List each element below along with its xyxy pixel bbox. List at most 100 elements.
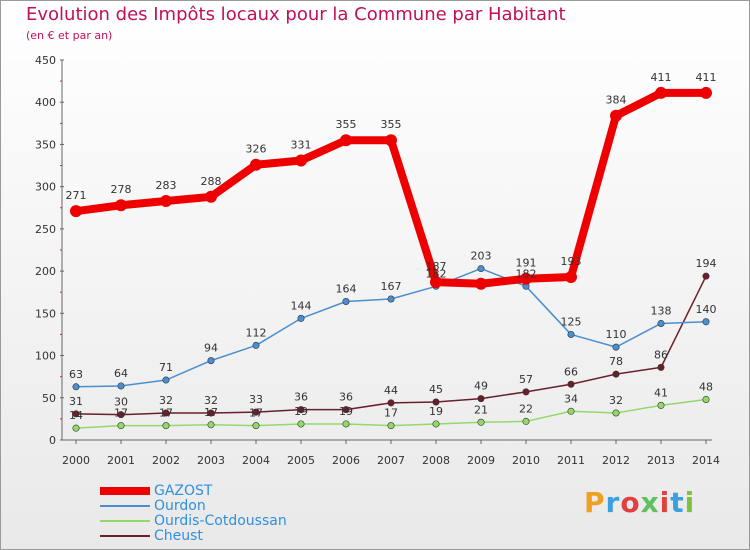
proxiti-logo: Proxiti (584, 486, 695, 519)
data-point-cheust (72, 410, 80, 418)
y-tick-label: 200 (35, 265, 56, 278)
data-point-ourdis-cotdoussan (702, 395, 710, 403)
data-point-gazost (340, 134, 352, 147)
data-label-gazost: 278 (111, 183, 132, 196)
data-point-ourdis-cotdoussan (657, 401, 665, 409)
data-point-ourdon (657, 319, 665, 327)
logo-letter: x (640, 486, 660, 519)
x-tick-label: 2008 (422, 454, 450, 467)
data-label-ourdon: 71 (159, 361, 173, 374)
data-point-ourdis-cotdoussan (387, 422, 395, 430)
data-point-ourdis-cotdoussan (162, 422, 170, 430)
y-tick-label: 300 (35, 181, 56, 194)
data-label-cheust: 57 (519, 373, 533, 386)
data-label-cheust: 86 (654, 348, 668, 361)
data-label-ourdon: 164 (336, 283, 357, 296)
data-label-ourdis-cotdoussan: 41 (654, 386, 668, 399)
data-point-cheust (252, 408, 260, 416)
data-label-ourdis-cotdoussan: 48 (699, 380, 713, 393)
x-tick-label: 2001 (107, 454, 135, 467)
data-point-ourdon (342, 298, 350, 306)
legend-label-cheust: Cheust (154, 528, 203, 544)
data-point-gazost (250, 158, 262, 171)
data-label-gazost: 288 (201, 175, 222, 188)
data-label-gazost: 355 (381, 118, 402, 131)
data-point-cheust (522, 388, 530, 396)
data-label-ourdis-cotdoussan: 22 (519, 402, 533, 415)
data-point-gazost (475, 277, 487, 290)
legend-swatch-ourdis-cotdoussan (100, 520, 150, 522)
data-label-gazost: 271 (66, 189, 87, 202)
data-label-ourdon: 94 (204, 342, 218, 355)
data-point-ourdis-cotdoussan (432, 420, 440, 428)
data-point-gazost (430, 276, 442, 289)
data-point-cheust (477, 395, 485, 403)
logo-letter: o (620, 486, 641, 519)
data-label-ourdis-cotdoussan: 32 (609, 394, 623, 407)
data-point-ourdis-cotdoussan (342, 420, 350, 428)
x-tick-label: 2007 (377, 454, 405, 467)
data-label-ourdis-cotdoussan: 21 (474, 403, 488, 416)
data-label-ourdon: 110 (606, 328, 627, 341)
data-label-cheust: 30 (114, 396, 128, 409)
x-tick-label: 2013 (647, 454, 675, 467)
data-label-gazost: 187 (426, 260, 447, 273)
data-point-ourdon (612, 343, 620, 351)
data-label-cheust: 33 (249, 393, 263, 406)
data-label-cheust: 49 (474, 380, 488, 393)
data-label-ourdon: 182 (426, 267, 447, 280)
data-point-gazost (385, 134, 397, 147)
data-point-ourdon (567, 330, 575, 338)
data-point-cheust (162, 409, 170, 417)
data-point-cheust (702, 272, 710, 280)
data-point-cheust (342, 406, 350, 414)
data-label-ourdis-cotdoussan: 17 (159, 407, 173, 420)
data-label-ourdon: 63 (69, 368, 83, 381)
y-tick-label: 150 (35, 307, 56, 320)
data-point-ourdon (387, 295, 395, 303)
data-label-gazost: 355 (336, 118, 357, 131)
data-label-ourdon: 125 (561, 315, 582, 328)
data-point-ourdis-cotdoussan (522, 417, 530, 425)
data-point-gazost (655, 86, 667, 99)
legend-swatch-gazost (100, 487, 150, 495)
data-point-cheust (567, 380, 575, 388)
data-label-ourdis-cotdoussan: 34 (564, 392, 578, 405)
data-point-gazost (520, 272, 532, 285)
legend-swatch-ourdon (100, 505, 150, 507)
data-point-gazost (565, 271, 577, 284)
data-point-ourdon (117, 382, 125, 390)
y-tick-label: 250 (35, 223, 56, 236)
legend-label-ourdis-cotdoussan: Ourdis-Cotdoussan (154, 513, 287, 529)
data-point-gazost (295, 154, 307, 167)
data-label-ourdis-cotdoussan: 19 (294, 405, 308, 418)
data-label-cheust: 32 (204, 394, 218, 407)
data-label-ourdon: 112 (246, 326, 267, 339)
data-point-gazost (205, 190, 217, 203)
legend-label-gazost: GAZOST (154, 483, 213, 499)
data-label-ourdon: 167 (381, 280, 402, 293)
data-point-ourdis-cotdoussan (477, 418, 485, 426)
data-point-cheust (432, 398, 440, 406)
y-tick-label: 0 (49, 434, 56, 447)
data-label-ourdon: 182 (516, 267, 537, 280)
y-tick-label: 100 (35, 350, 56, 363)
data-label-ourdis-cotdoussan: 19 (339, 405, 353, 418)
data-label-ourdis-cotdoussan: 14 (69, 409, 83, 422)
data-point-ourdis-cotdoussan (117, 422, 125, 430)
logo-letter: P (584, 486, 606, 519)
data-point-ourdon (207, 357, 215, 365)
x-tick-label: 2004 (242, 454, 270, 467)
x-tick-label: 2000 (62, 454, 90, 467)
logo-letter: t (670, 486, 685, 519)
data-point-gazost (70, 205, 82, 218)
data-label-ourdon: 64 (114, 367, 128, 380)
data-label-gazost: 384 (606, 94, 627, 107)
data-label-ourdis-cotdoussan: 19 (429, 405, 443, 418)
data-point-ourdis-cotdoussan (297, 420, 305, 428)
data-label-cheust: 31 (69, 395, 83, 408)
logo-letter: i (684, 486, 696, 519)
data-point-ourdis-cotdoussan (252, 422, 260, 430)
